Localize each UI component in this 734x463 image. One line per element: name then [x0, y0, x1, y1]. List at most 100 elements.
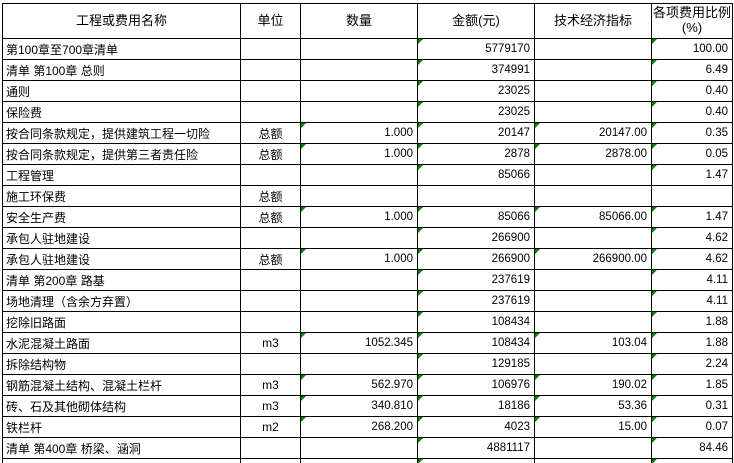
- cell-indicator[interactable]: 15.00: [534, 416, 652, 438]
- cell-name[interactable]: 按合同条款规定，提供建筑工程一切险: [2, 122, 241, 144]
- cell-name[interactable]: 铁栏杆: [2, 416, 241, 438]
- header-cell-qty[interactable]: 数量: [300, 3, 418, 39]
- cell-name[interactable]: 砖、石及其他砌体结构: [2, 395, 241, 417]
- cell-unit[interactable]: [240, 38, 301, 60]
- cell-name[interactable]: 承包人驻地建设: [2, 227, 241, 249]
- cell-unit[interactable]: [240, 353, 301, 375]
- cell-name[interactable]: 挖除旧路面: [2, 311, 241, 333]
- cell-name[interactable]: 第100章至700章清单: [2, 38, 241, 60]
- cell-indicator[interactable]: 103.04: [534, 332, 652, 354]
- cell-amount[interactable]: 237619: [417, 290, 535, 312]
- cell-unit[interactable]: m2: [240, 416, 301, 438]
- cell-qty[interactable]: [300, 59, 418, 81]
- cell-qty[interactable]: [300, 290, 418, 312]
- cell-ratio[interactable]: 84.46: [651, 437, 733, 459]
- cell-indicator[interactable]: [534, 185, 652, 207]
- cell-qty[interactable]: 1.000: [300, 248, 418, 270]
- cell-qty[interactable]: [300, 185, 418, 207]
- cell-amount[interactable]: 23025: [417, 101, 535, 123]
- cell-qty[interactable]: 562.970: [300, 374, 418, 396]
- cell-indicator[interactable]: 190.02: [534, 374, 652, 396]
- cell-amount[interactable]: 266900: [417, 227, 535, 249]
- cell-indicator[interactable]: [534, 59, 652, 81]
- cell-ratio[interactable]: 0.40: [651, 101, 733, 123]
- cell-qty[interactable]: 1.000: [300, 206, 418, 228]
- cell-name[interactable]: 清单 第100章 总则: [2, 59, 241, 81]
- cell-name[interactable]: 承包人驻地建设: [2, 248, 241, 270]
- cell-qty[interactable]: [300, 353, 418, 375]
- cell-amount[interactable]: 85066: [417, 164, 535, 186]
- cell-qty[interactable]: [300, 80, 418, 102]
- cell-ratio[interactable]: 0.07: [651, 416, 733, 438]
- cell-qty[interactable]: [300, 38, 418, 60]
- cell-ratio[interactable]: 4.11: [651, 269, 733, 291]
- cell-qty[interactable]: [300, 311, 418, 333]
- cell-unit[interactable]: 总额: [240, 206, 301, 228]
- cell-amount[interactable]: 4881117: [417, 437, 535, 459]
- cell-amount[interactable]: [417, 185, 535, 207]
- cell-indicator[interactable]: [534, 164, 652, 186]
- cell-qty[interactable]: [300, 164, 418, 186]
- cell-indicator[interactable]: [534, 227, 652, 249]
- cell-amount[interactable]: 106976: [417, 374, 535, 396]
- header-cell-name[interactable]: 工程或费用名称: [2, 3, 241, 39]
- cell-name[interactable]: 拆除结构物: [2, 353, 241, 375]
- cell-unit[interactable]: [240, 59, 301, 81]
- cell-ratio[interactable]: 1.47: [651, 164, 733, 186]
- cell-unit[interactable]: [240, 101, 301, 123]
- cell-name[interactable]: 清单 第400章 桥梁、涵洞: [2, 437, 241, 459]
- cell-name[interactable]: 清单 第200章 路基: [2, 269, 241, 291]
- cell-ratio[interactable]: 6.49: [651, 59, 733, 81]
- cell-ratio[interactable]: 0.35: [651, 122, 733, 144]
- cell-qty[interactable]: 268.200: [300, 416, 418, 438]
- cell-indicator[interactable]: [534, 38, 652, 60]
- cell-qty[interactable]: [300, 101, 418, 123]
- cell-amount[interactable]: 266900: [417, 248, 535, 270]
- cell-name[interactable]: 安全生产费: [2, 206, 241, 228]
- header-cell-indicator[interactable]: 技术经济指标: [534, 3, 652, 39]
- cell-indicator[interactable]: 2878.00: [534, 143, 652, 165]
- cell-unit[interactable]: 总额: [240, 122, 301, 144]
- cell-qty[interactable]: 340.810: [300, 395, 418, 417]
- cell-name[interactable]: 场地清理（含余方弃置）: [2, 290, 241, 312]
- cell-unit[interactable]: [240, 437, 301, 459]
- cell-unit[interactable]: m3: [240, 332, 301, 354]
- cell-amount[interactable]: 4023: [417, 416, 535, 438]
- cell-amount[interactable]: 108434: [417, 311, 535, 333]
- header-cell-ratio[interactable]: 各项费用比例 (%): [651, 3, 733, 39]
- cell-amount[interactable]: 374991: [417, 59, 535, 81]
- header-cell-amount[interactable]: 金额(元): [417, 3, 535, 39]
- cell-ratio[interactable]: 4.11: [651, 290, 733, 312]
- header-cell-unit[interactable]: 单位: [240, 3, 301, 39]
- cell-name[interactable]: 钢筋混凝土结构、混凝土栏杆: [2, 374, 241, 396]
- cell-indicator[interactable]: 20147.00: [534, 122, 652, 144]
- cell-indicator[interactable]: [534, 290, 652, 312]
- cell-qty[interactable]: 1.000: [300, 122, 418, 144]
- cell-amount[interactable]: 2878: [417, 143, 535, 165]
- cell-unit[interactable]: [240, 269, 301, 291]
- cell-ratio[interactable]: 0.31: [651, 395, 733, 417]
- cell-ratio[interactable]: 1.47: [651, 206, 733, 228]
- cell-name[interactable]: 通则: [2, 80, 241, 102]
- cell-qty[interactable]: 1.000: [300, 143, 418, 165]
- cell-ratio[interactable]: [651, 185, 733, 207]
- cell-unit[interactable]: 总额: [240, 248, 301, 270]
- cell-amount[interactable]: 5779170: [417, 38, 535, 60]
- cell-ratio[interactable]: 1.85: [651, 374, 733, 396]
- cell-amount[interactable]: 18186: [417, 395, 535, 417]
- cell-amount[interactable]: 129185: [417, 353, 535, 375]
- cell-ratio[interactable]: 4.62: [651, 248, 733, 270]
- cell-unit[interactable]: 总额: [240, 185, 301, 207]
- cell-indicator[interactable]: [534, 269, 652, 291]
- cell-unit[interactable]: 总额: [240, 143, 301, 165]
- cell-qty[interactable]: 1052.345: [300, 332, 418, 354]
- cell-ratio[interactable]: 1.88: [651, 332, 733, 354]
- cell-amount[interactable]: 237619: [417, 269, 535, 291]
- cell-ratio[interactable]: 0.05: [651, 143, 733, 165]
- cell-qty[interactable]: [300, 437, 418, 459]
- cell-indicator[interactable]: 53.36: [534, 395, 652, 417]
- cell-ratio[interactable]: 0.40: [651, 80, 733, 102]
- cell-unit[interactable]: [240, 80, 301, 102]
- cell-unit[interactable]: m3: [240, 395, 301, 417]
- cell-indicator[interactable]: [534, 437, 652, 459]
